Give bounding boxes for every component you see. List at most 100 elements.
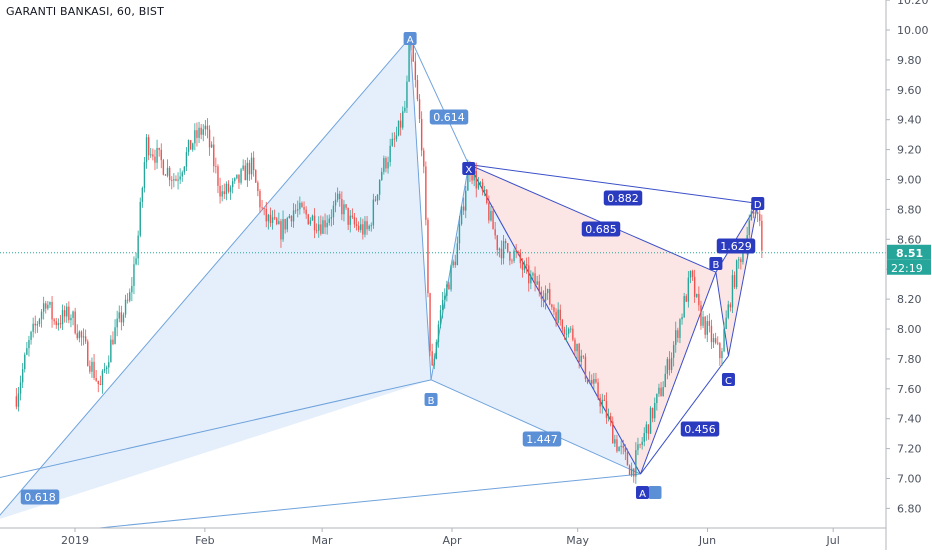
blue-harmonic-pattern <box>0 37 641 539</box>
candle-body <box>120 312 123 323</box>
candle-body <box>55 321 57 326</box>
candle-body <box>82 336 85 338</box>
candle-body <box>406 81 408 108</box>
ratio-label-1447-text: 1.447 <box>526 433 558 446</box>
candle-body <box>171 180 173 181</box>
candle-body <box>194 130 196 144</box>
candle-body <box>221 191 223 197</box>
candle-body <box>15 396 18 407</box>
candle-body <box>595 379 597 383</box>
candle-body <box>603 399 606 402</box>
y-tick-label: 6.80 <box>897 502 922 515</box>
candle-body <box>616 439 618 452</box>
candle-body <box>536 281 538 285</box>
candle-body <box>95 378 97 381</box>
candle-body <box>710 325 713 343</box>
candle-body <box>582 355 585 357</box>
candle-body <box>391 138 393 146</box>
candle-body <box>164 174 167 176</box>
candle-body <box>637 444 639 451</box>
candle-body <box>389 145 391 163</box>
candle-body <box>385 158 387 169</box>
ratio-label-0456-text: 0.456 <box>684 423 716 436</box>
candle-body <box>473 170 475 181</box>
point-label-red-b-box <box>709 257 723 270</box>
candle-body <box>654 403 656 419</box>
candle-body <box>341 199 343 215</box>
candle-body <box>717 342 719 344</box>
candle-body <box>206 125 209 130</box>
candle-body <box>475 170 477 189</box>
candle-body <box>328 218 330 223</box>
candle-body <box>618 447 620 452</box>
candle-body <box>150 154 152 156</box>
candle-body <box>540 291 543 299</box>
candle-body <box>588 380 591 383</box>
point-label-red-a-box <box>636 486 649 499</box>
candle-body <box>213 144 215 167</box>
candle-body <box>651 407 654 419</box>
candle-body <box>498 248 501 250</box>
candle-body <box>147 137 150 156</box>
candle-body <box>133 264 135 286</box>
candle-body <box>534 273 536 285</box>
candle-body <box>372 199 375 226</box>
candle-body <box>217 166 219 186</box>
candle-body <box>175 179 177 181</box>
candle-body <box>458 224 461 244</box>
candle-body <box>93 361 95 379</box>
candle-body <box>626 451 629 466</box>
point-label-red-c-box <box>721 373 735 386</box>
y-tick-label: 10.00 <box>897 24 929 37</box>
candle-body <box>656 393 658 404</box>
candle-body <box>570 328 572 330</box>
candle-body <box>112 339 114 345</box>
candle-body <box>330 217 333 219</box>
candle-body <box>542 298 545 302</box>
blue-pattern-right-triangle <box>431 164 641 475</box>
candle-body <box>231 181 234 188</box>
candle-body <box>672 344 675 358</box>
point-label-blue-end-box <box>648 486 662 499</box>
candle-body <box>418 99 421 120</box>
candle-body <box>565 333 568 335</box>
candle-body <box>240 169 242 183</box>
candle-body <box>649 407 652 434</box>
candle-body <box>255 170 257 183</box>
candle-body <box>712 338 715 343</box>
candle-body <box>74 311 76 334</box>
ratio-label-0618: 0.618 <box>20 489 60 505</box>
candle-body <box>591 380 593 384</box>
candle-body <box>664 373 666 388</box>
candle-body <box>677 330 679 338</box>
candle-body <box>509 251 511 261</box>
candle-body <box>750 211 753 221</box>
candle-body <box>84 336 87 342</box>
candle-body <box>454 261 456 266</box>
x-tick-label: Mar <box>312 534 333 547</box>
point-label-x-box <box>462 162 476 175</box>
candle-body <box>162 160 165 175</box>
candle-body <box>492 210 494 230</box>
candle-body <box>496 235 498 250</box>
candle-body <box>101 370 104 386</box>
candle-body <box>593 379 595 384</box>
candle-body <box>525 264 528 266</box>
candle-body <box>273 217 276 219</box>
candle-body <box>465 190 467 211</box>
candle-body <box>135 258 137 265</box>
candle-body <box>668 359 671 370</box>
candle-body <box>448 284 450 290</box>
candle-body <box>759 213 761 221</box>
candle-body <box>229 187 232 192</box>
y-tick-label: 7.20 <box>897 443 922 456</box>
candle-body <box>51 301 53 320</box>
candle-body <box>733 275 736 288</box>
candle-body <box>609 415 612 422</box>
candle-body <box>622 445 624 448</box>
candle-body <box>727 304 729 318</box>
candle-body <box>252 157 255 171</box>
candle-body <box>145 137 148 163</box>
